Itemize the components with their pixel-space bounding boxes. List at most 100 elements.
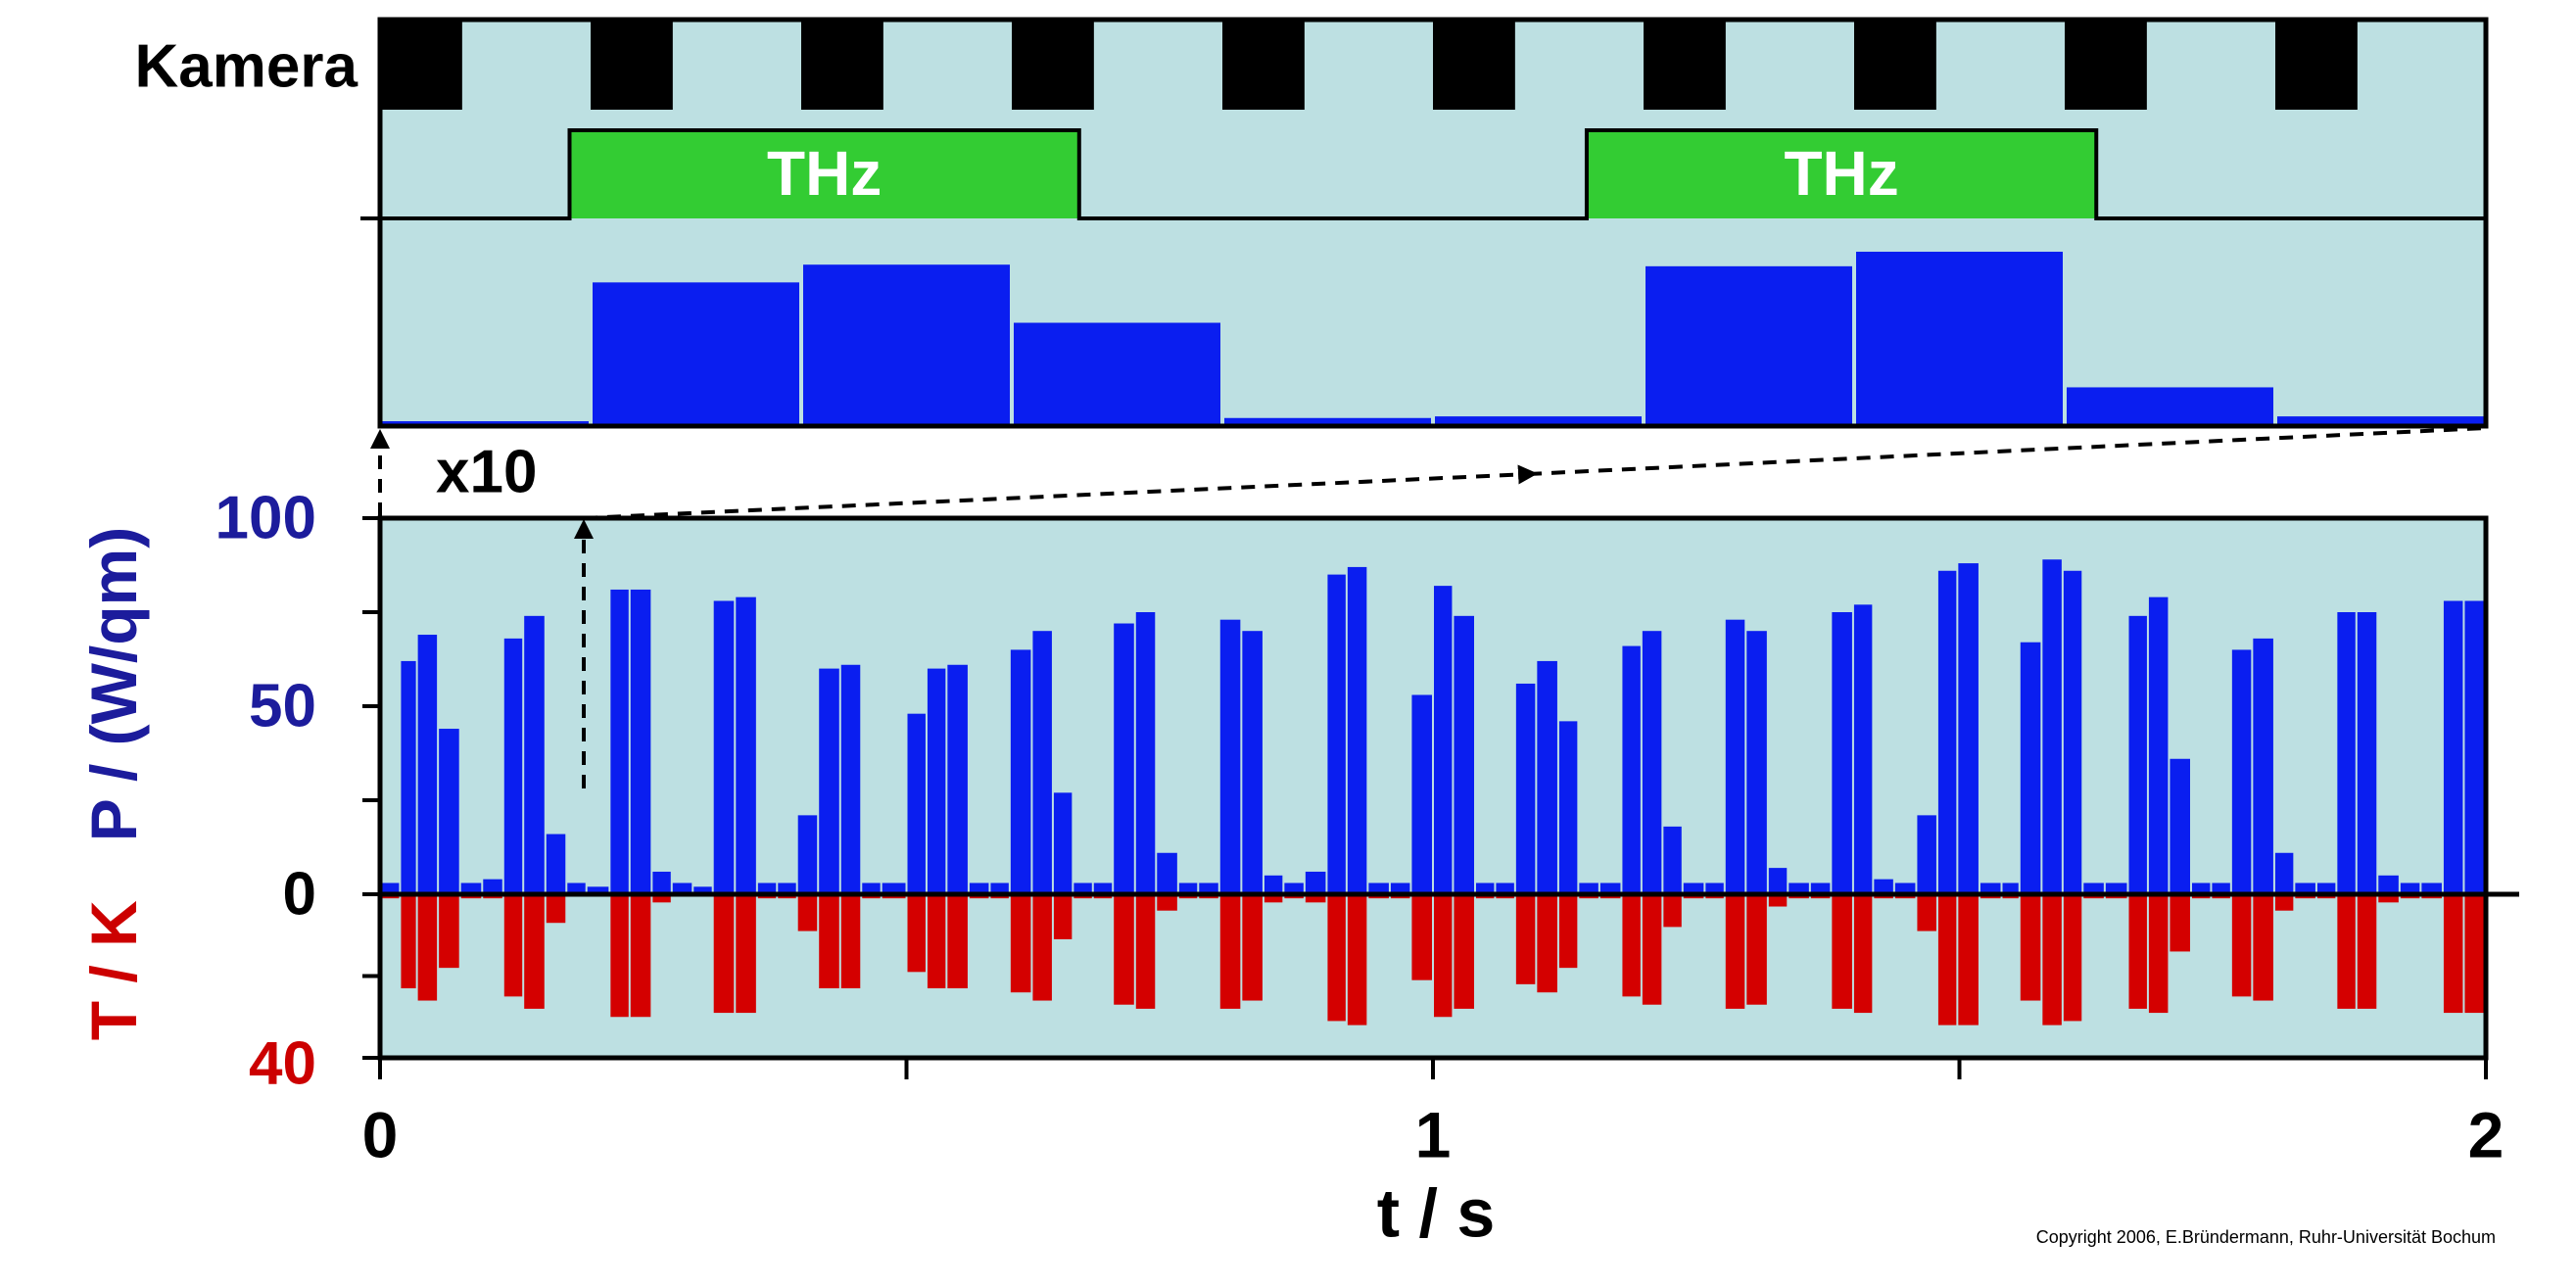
zoom-label: x10 [436,438,537,505]
bar [1622,894,1641,997]
x-tick-label: 2 [2468,1098,2504,1170]
bar [693,886,712,894]
bar [1347,566,1367,894]
bar [1810,883,1831,894]
bar [1390,883,1410,894]
bar [907,713,926,894]
bar [652,894,671,903]
bar [1579,883,1598,894]
bar [1010,894,1031,993]
bar [1832,612,1852,894]
bar [2192,883,2211,894]
bar [1917,815,1936,894]
camera-frame [1433,20,1515,110]
bar [2421,883,2442,894]
bar [1435,416,1642,426]
bar [1853,894,1873,1014]
bar [1032,631,1052,894]
bar [819,894,839,989]
bar [1917,894,1936,931]
bar [2063,894,2082,1022]
bar [1476,883,1495,894]
bar [1454,894,1474,1009]
y-tick-label: 100 [215,484,316,551]
bar [2083,883,2104,894]
bar [927,894,946,989]
bar [1663,894,1682,928]
bar [819,668,839,894]
bar [1705,883,1724,894]
bar [1053,792,1073,894]
bar [439,894,459,969]
y-tick-label: 50 [249,672,316,739]
bar [1874,879,1893,894]
bar [2464,600,2485,894]
y-axis-label: T / K P / (W/qm) [77,527,150,1040]
bar [567,883,586,894]
bar [652,871,671,894]
bar [1434,894,1453,1018]
bar [630,894,651,1018]
bar [401,894,416,989]
bar [1558,894,1578,969]
bar [1894,883,1916,894]
bar [1157,894,1177,911]
camera-frame [801,20,883,110]
bar [546,894,566,924]
bar [947,664,968,894]
copyright: Copyright 2006, E.Bründermann, Ruhr-Univ… [2036,1227,2496,1247]
bar [947,894,968,989]
bar [2443,894,2463,1014]
bar [1725,894,1745,1009]
bar [1199,883,1218,894]
bar [2277,416,2484,426]
y2-axis-label: T / K [77,900,150,1040]
bar [1135,894,1156,1009]
bar [1135,612,1156,894]
bar [1093,883,1113,894]
bar [2002,883,2019,894]
bar [2337,894,2356,1009]
bar [2212,883,2230,894]
bar [803,264,1010,426]
bar [2378,875,2399,894]
bar [1224,417,1431,426]
bar [797,894,818,931]
bar [1264,875,1283,894]
bar [1242,894,1263,1001]
bar [840,894,861,989]
bar [713,600,735,894]
bar [2253,638,2273,894]
bar [1980,883,2001,894]
panel-frame [377,17,2489,429]
bar [2020,894,2041,1001]
bar [1622,645,1641,894]
bar [2357,894,2377,1009]
bar [1242,631,1263,894]
bar [2316,883,2336,894]
camera-frame [1854,20,1936,110]
bar [503,894,523,997]
bar [1157,852,1177,894]
bar [2148,894,2169,1014]
bar [1558,721,1578,894]
y2-tick-label: 40 [249,1029,316,1097]
bar [2020,642,2041,894]
bar [1537,660,1557,894]
bar [1599,883,1621,894]
bar [713,894,735,1014]
bar [1010,649,1031,894]
bar [2274,852,2294,894]
bar [2042,559,2062,894]
bar [840,664,861,894]
bar [1114,623,1134,894]
thz-trace [380,128,2486,220]
bar [593,282,799,426]
y-axis-label-p: P / (W/qm) [77,527,150,841]
bar [862,883,881,894]
bar [483,879,502,894]
bar [1789,883,1809,894]
bar [736,596,756,894]
bar [1515,894,1536,984]
